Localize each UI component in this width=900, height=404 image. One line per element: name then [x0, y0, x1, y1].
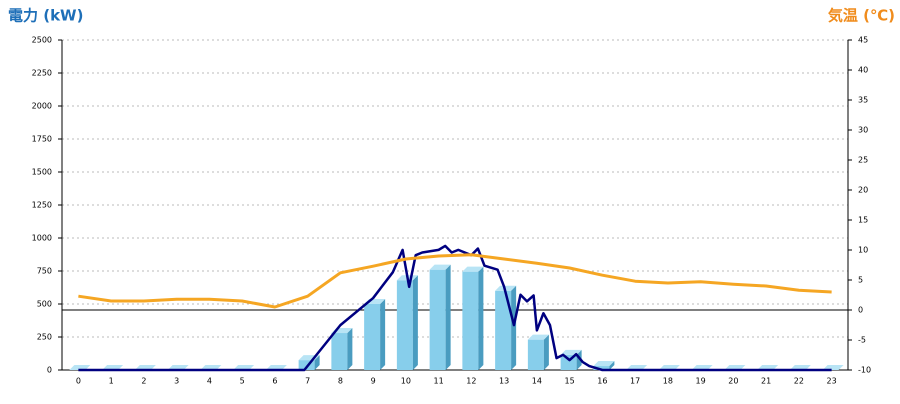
bar-face — [593, 361, 615, 367]
x-tick-label: 10 — [401, 377, 411, 386]
y-tick-label: 500 — [37, 300, 52, 309]
x-tick-label: 12 — [466, 377, 476, 386]
y-tick-label: 1750 — [32, 135, 52, 144]
x-tick-label: 13 — [499, 377, 509, 386]
y-tick-label: 1250 — [32, 201, 52, 210]
bar-face — [478, 266, 484, 370]
bar-face — [347, 328, 353, 370]
y2-tick-label: 25 — [858, 156, 868, 165]
y-tick-label: 2250 — [32, 69, 52, 78]
x-tick-label: 14 — [532, 377, 542, 386]
x-tick-label: 19 — [696, 377, 706, 386]
x-tick-label: 9 — [371, 377, 376, 386]
y-tick-label: 250 — [37, 333, 52, 342]
bar-face — [495, 290, 512, 370]
x-tick-label: 7 — [305, 377, 310, 386]
bar-face — [429, 269, 446, 370]
bar — [331, 328, 353, 370]
y2-tick-label: -10 — [858, 366, 871, 375]
y-axis-title: 電力 (kW) — [8, 7, 83, 25]
x-tick-label: 21 — [761, 377, 771, 386]
y2-tick-label: 40 — [858, 66, 868, 75]
y-tick-label: 1000 — [32, 234, 52, 243]
bar-face — [593, 366, 610, 370]
y2-tick-label: 30 — [858, 126, 868, 135]
bar — [396, 275, 418, 370]
x-tick-label: 16 — [597, 377, 607, 386]
bar-face — [445, 264, 451, 370]
x-tick-label: 4 — [207, 377, 212, 386]
y2-tick-label: 35 — [858, 96, 868, 105]
bar-face — [609, 361, 615, 370]
y2-tick-label: 15 — [858, 216, 868, 225]
x-tick-label: 15 — [565, 377, 575, 386]
bar-face — [298, 360, 315, 370]
y2-axis-title: 気温 (℃) — [828, 7, 895, 25]
bar-face — [462, 266, 484, 272]
bar-face — [331, 333, 348, 370]
bar — [429, 264, 451, 370]
bar-face — [527, 339, 544, 370]
line-series — [78, 244, 832, 372]
y2-tick-label: -5 — [858, 336, 866, 345]
bar-face — [429, 264, 451, 270]
bar — [495, 285, 517, 370]
bar — [462, 266, 484, 370]
bar — [364, 299, 386, 370]
bar-face — [380, 299, 386, 370]
y-tick-label: 750 — [37, 267, 52, 276]
y2-tick-label: 5 — [858, 276, 863, 285]
x-tick-label: 1 — [109, 377, 114, 386]
bar-face — [511, 285, 517, 370]
x-tick-label: 8 — [338, 377, 343, 386]
x-tick-label: 11 — [434, 377, 444, 386]
bar-face — [412, 275, 418, 370]
line-series — [78, 253, 832, 309]
y-tick-label: 1500 — [32, 168, 52, 177]
y2-tick-label: 45 — [858, 36, 868, 45]
x-tick-label: 23 — [827, 377, 837, 386]
y-tick-label: 0 — [47, 366, 52, 375]
bar — [527, 334, 549, 370]
x-tick-label: 3 — [174, 377, 179, 386]
bar-face — [364, 304, 381, 370]
x-tick-label: 20 — [728, 377, 738, 386]
y2-tick-label: 0 — [858, 306, 863, 315]
y-tick-label: 2500 — [32, 36, 52, 45]
x-tick-label: 17 — [630, 377, 640, 386]
bar-face — [396, 280, 413, 370]
x-tick-label: 6 — [272, 377, 277, 386]
bar-face — [527, 334, 549, 340]
bar-face — [314, 355, 320, 370]
bar-face — [543, 334, 549, 370]
bar-face — [462, 271, 479, 370]
x-tick-label: 5 — [240, 377, 245, 386]
bar — [593, 361, 615, 370]
y-tick-label: 2000 — [32, 102, 52, 111]
x-tick-label: 2 — [141, 377, 146, 386]
x-tick-label: 18 — [663, 377, 673, 386]
x-tick-label: 0 — [76, 377, 81, 386]
y2-tick-label: 10 — [858, 246, 868, 255]
y2-tick-label: 20 — [858, 186, 868, 195]
x-tick-label: 22 — [794, 377, 804, 386]
